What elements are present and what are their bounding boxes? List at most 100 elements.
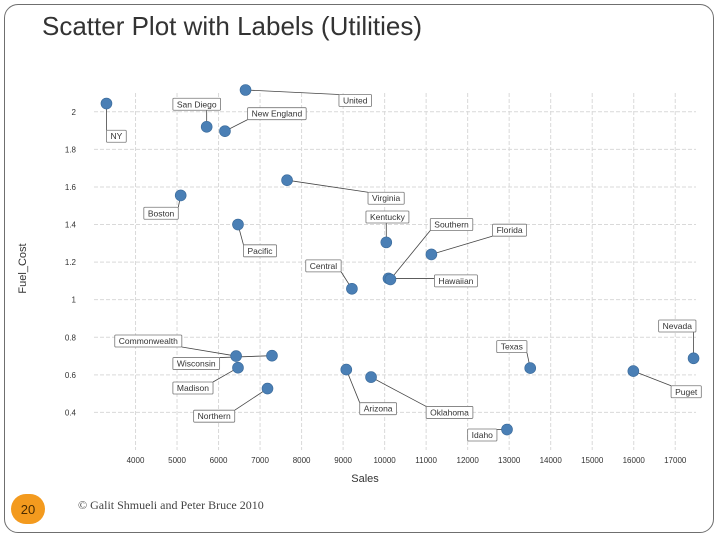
data-point: [200, 121, 213, 133]
data-point: [239, 84, 252, 96]
leader-line: [219, 355, 272, 358]
x-axis-title: Sales: [351, 473, 379, 485]
data-point: [230, 350, 242, 362]
data-point: [232, 361, 244, 374]
point-label-box: [172, 357, 221, 370]
point-label-box: [247, 107, 307, 121]
leader-line: [633, 370, 672, 387]
point-label-box: [106, 129, 127, 143]
x-tick-label: 11000: [415, 456, 437, 465]
point-label-box: [496, 340, 528, 354]
x-tick-label: 16000: [623, 456, 646, 465]
point-label-box: [434, 274, 478, 288]
point-label: New England: [252, 109, 303, 119]
leader-line: [286, 179, 369, 193]
point-label: Idaho: [472, 430, 494, 440]
data-point: [340, 363, 353, 376]
y-tick-label: 1.8: [65, 145, 77, 154]
point-label-box: [429, 218, 474, 231]
data-points: [100, 84, 700, 436]
tick-labels: 4000 5000 6000 7000 8000 9000 10000 11000 12000 1…: [65, 108, 687, 465]
y-tick-label: 1.6: [65, 183, 77, 192]
x-tick-label: 8000: [293, 456, 311, 465]
grid-lines: [94, 93, 696, 450]
point-label: Arizona: [364, 404, 393, 414]
data-point: [524, 362, 537, 374]
point-label-box: [114, 334, 183, 348]
slide-title: Scatter Plot with Labels (Utilities): [42, 11, 423, 41]
page-number-badge: 20: [11, 494, 45, 524]
y-tick-label: 2: [72, 108, 77, 117]
leader-line: [234, 388, 268, 411]
data-point: [281, 174, 293, 186]
leader-line: [345, 369, 361, 403]
point-label-box: [367, 191, 405, 205]
y-axis-title: Fuel_Cost: [17, 243, 29, 293]
point-label: United: [343, 96, 368, 106]
point-label-box: [172, 97, 221, 111]
data-point: [346, 282, 358, 295]
x-tick-label: 10000: [373, 456, 396, 465]
point-label: NY: [110, 131, 122, 141]
data-point: [219, 125, 231, 137]
point-labels: Arizona Boston Central Commonwealth NY Florid…: [106, 94, 702, 442]
x-tick-label: 9000: [334, 456, 352, 465]
point-label: Texas: [501, 342, 523, 352]
x-tick-label: 14000: [540, 456, 563, 465]
data-point: [261, 382, 274, 395]
point-label-box: [425, 406, 474, 419]
point-label: Nevada: [663, 321, 693, 331]
data-point: [100, 97, 113, 110]
data-point: [266, 349, 278, 362]
x-tick-label: 12000: [457, 456, 480, 465]
point-label-box: [193, 409, 236, 423]
point-label: Northern: [198, 411, 231, 421]
point-label-box: [467, 428, 498, 442]
copyright-notice: © Galit Shmueli and Peter Bruce 2010: [78, 498, 264, 512]
x-tick-label: 15000: [581, 456, 604, 465]
slide-frame: [4, 4, 714, 533]
y-tick-label: 0.4: [65, 408, 77, 417]
point-label: Madison: [177, 383, 209, 393]
point-label-box: [338, 94, 372, 107]
leader-lines: [106, 89, 694, 430]
point-label: Kentucky: [370, 212, 406, 222]
point-label: Boston: [148, 208, 175, 218]
point-label: Central: [310, 261, 338, 271]
point-label-box: [670, 385, 702, 399]
y-tick-label: 1.2: [65, 258, 77, 267]
point-label-box: [172, 381, 214, 395]
data-point: [232, 218, 244, 231]
point-label: San Diego: [177, 99, 217, 109]
data-point: [380, 236, 393, 249]
leader-line: [181, 346, 237, 357]
x-tick-label: 13000: [498, 456, 521, 465]
point-label: Virginia: [372, 193, 400, 203]
point-label-box: [305, 259, 342, 273]
point-label: Oklahoma: [430, 407, 469, 417]
y-tick-label: 1: [72, 296, 77, 305]
data-point: [365, 371, 377, 383]
y-tick-label: 0.8: [65, 333, 77, 342]
point-label: Pacific: [247, 246, 273, 256]
point-label-box: [359, 402, 397, 416]
data-point: [501, 423, 513, 436]
leader-line: [245, 89, 339, 95]
point-label: Southern: [434, 220, 469, 230]
point-label-box: [492, 223, 527, 237]
leader-line: [431, 235, 493, 255]
y-tick-label: 1.4: [65, 221, 77, 230]
data-point: [687, 352, 700, 365]
point-label-box: [243, 244, 277, 258]
data-point: [174, 189, 187, 202]
x-tick-label: 6000: [210, 456, 228, 465]
data-point: [384, 273, 397, 286]
y-tick-label: 0.6: [65, 371, 77, 380]
point-label: Wisconsin: [177, 359, 216, 369]
point-label-box: [365, 210, 410, 224]
data-point: [425, 248, 438, 261]
point-label: Hawaiian: [438, 276, 473, 286]
leader-line: [390, 230, 431, 280]
point-label: Commonwealth: [119, 336, 178, 346]
